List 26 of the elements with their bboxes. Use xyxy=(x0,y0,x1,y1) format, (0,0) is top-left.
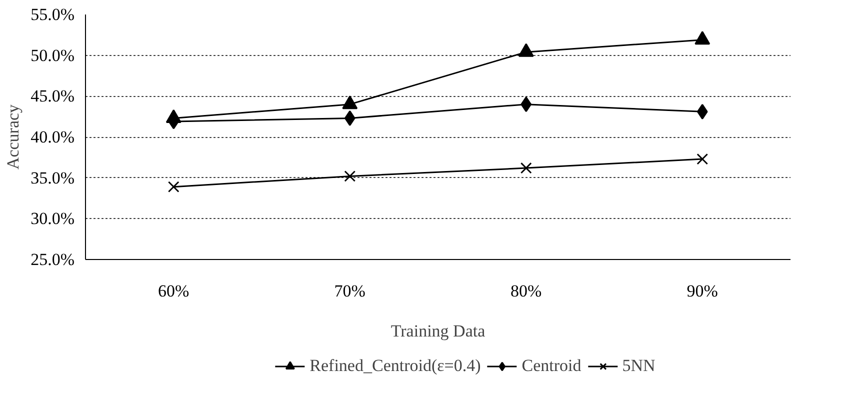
legend-label: 5NN xyxy=(622,356,656,376)
x-axis-title: Training Data xyxy=(390,322,486,340)
y-tick-label: 55.0% xyxy=(30,5,75,24)
y-tick-label: 35.0% xyxy=(30,168,75,188)
point xyxy=(344,170,356,182)
y-tick-label: 30.0% xyxy=(30,209,75,228)
point xyxy=(696,153,708,165)
point xyxy=(168,181,180,193)
x-tick-label: 70% xyxy=(334,282,366,300)
y-tick-label: 40.0% xyxy=(30,128,75,146)
point xyxy=(342,96,358,110)
legend-label: Centroid xyxy=(522,356,582,376)
point xyxy=(694,30,710,45)
y-tick-label: 50.0% xyxy=(30,46,75,65)
point xyxy=(520,162,532,174)
x-tick-label: 60% xyxy=(158,282,190,300)
y-axis-title: Accuracy xyxy=(4,104,23,170)
point xyxy=(520,96,532,112)
point xyxy=(344,110,356,126)
point xyxy=(518,43,534,57)
x-tick-label: 90% xyxy=(686,282,718,300)
legend-label: Refined_Centroid(ε=0.4) xyxy=(310,356,481,376)
y-tick-label: 45.0% xyxy=(30,86,75,106)
x-tick-label: 80% xyxy=(510,282,542,300)
point xyxy=(696,104,708,120)
y-tick-label: 25.0% xyxy=(30,250,75,269)
